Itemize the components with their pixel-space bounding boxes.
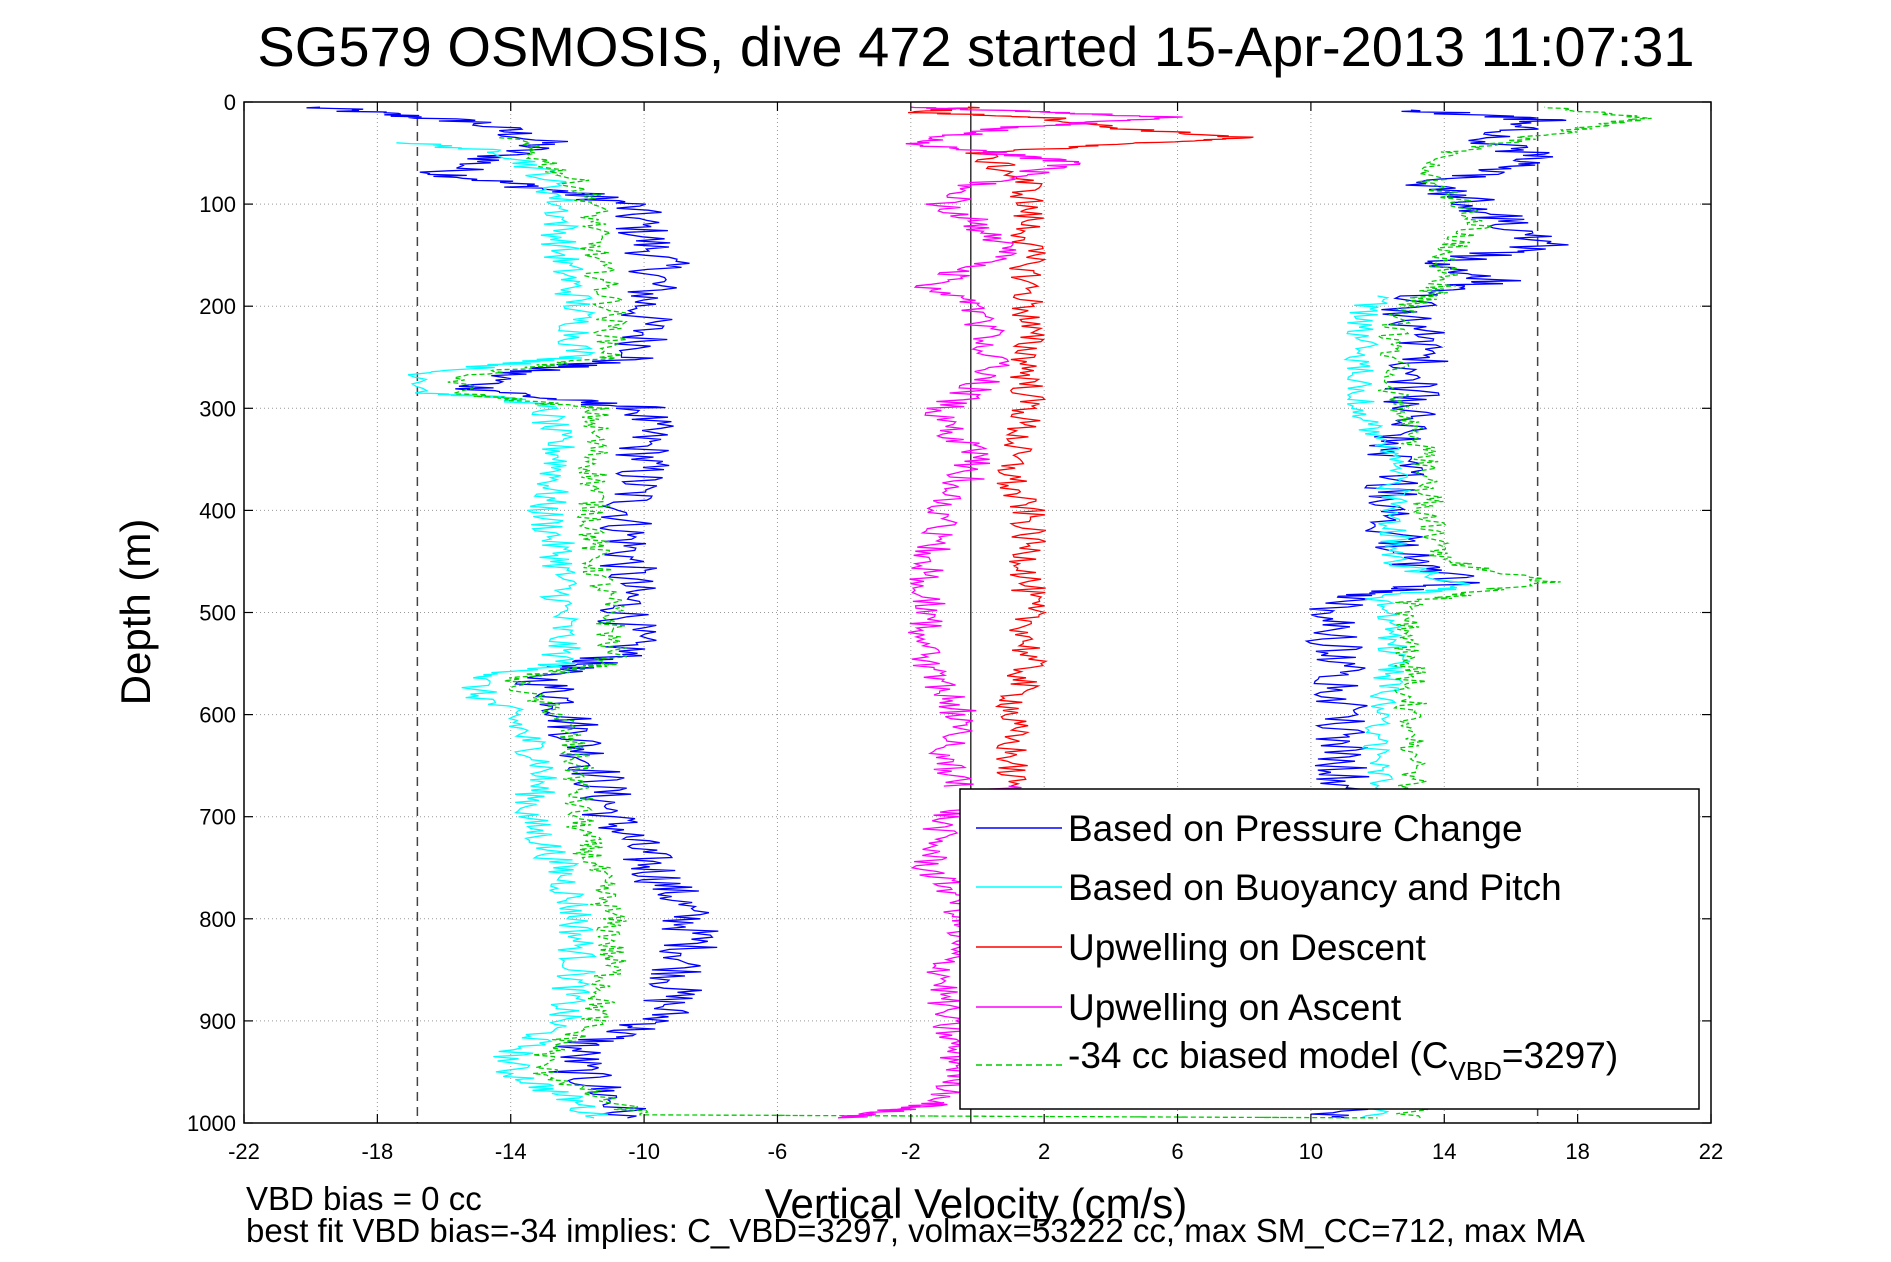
legend-label-buoyancy: Based on Buoyancy and Pitch <box>1068 867 1562 908</box>
series-line <box>908 106 1254 787</box>
y-tick-label: 200 <box>199 294 236 319</box>
legend-label-upwelling-descent: Upwelling on Descent <box>1068 927 1427 968</box>
x-tick-label: 14 <box>1432 1139 1456 1164</box>
x-tick-label: -2 <box>901 1139 921 1164</box>
legend-item-upwelling-ascent: Upwelling on Ascent <box>976 987 1402 1028</box>
legend-label-upwelling-ascent: Upwelling on Ascent <box>1068 987 1402 1028</box>
footer-line-1: VBD bias = 0 cc <box>246 1180 482 1217</box>
x-tick-label: -18 <box>361 1139 393 1164</box>
series-layer <box>306 106 1652 1119</box>
legend-item-pressure: Based on Pressure Change <box>976 808 1523 849</box>
chart-title: SG579 OSMOSIS, dive 472 started 15-Apr-2… <box>257 15 1694 78</box>
x-tick-label: 6 <box>1171 1139 1183 1164</box>
series-line <box>447 137 1378 1119</box>
legend-box <box>959 788 1700 1110</box>
x-tick-label: -10 <box>628 1139 660 1164</box>
y-tick-label: 800 <box>199 907 236 932</box>
series-line <box>837 785 1022 1119</box>
y-tick-label: 600 <box>199 703 236 728</box>
legend-label-biased-model: -34 cc biased model (CVBD=3297) <box>1068 1035 1618 1086</box>
legend-label-pressure: Based on Pressure Change <box>1068 808 1523 849</box>
y-tick-label: 400 <box>199 498 236 523</box>
x-tick-label: -22 <box>228 1139 260 1164</box>
x-tick-label: -6 <box>768 1139 788 1164</box>
y-tick-label: 300 <box>199 396 236 421</box>
legend-item-buoyancy: Based on Buoyancy and Pitch <box>976 867 1562 908</box>
grid <box>244 102 1711 1123</box>
y-tick-label: 0 <box>224 90 236 115</box>
x-tick-label: -14 <box>495 1139 527 1164</box>
footer-line-2: best fit VBD bias=-34 implies: C_VBD=329… <box>246 1212 1585 1249</box>
series-line <box>905 106 1183 787</box>
x-tick-label: 10 <box>1299 1139 1323 1164</box>
legend-item-upwelling-descent: Upwelling on Descent <box>976 927 1427 968</box>
y-tick-label: 500 <box>199 601 236 626</box>
x-tick-label: 18 <box>1565 1139 1589 1164</box>
y-tick-label: 1000 <box>187 1111 236 1136</box>
x-tick-label: 2 <box>1038 1139 1050 1164</box>
y-tick-label: 700 <box>199 805 236 830</box>
axis-ticks: -22 -18 -14 -10 -6 -2 2 6 10 14 18 2201002003004005… <box>187 90 1723 1164</box>
legend-item-biased-model: -34 cc biased model (CVBD=3297) <box>976 1035 1618 1086</box>
y-tick-label: 900 <box>199 1009 236 1034</box>
series-line <box>396 142 609 1119</box>
legend: Based on Pressure Change Based on Buoyan… <box>959 788 1700 1110</box>
x-axis-label: Vertical Velocity (cm/s) <box>765 1180 1187 1227</box>
y-tick-label: 100 <box>199 192 236 217</box>
y-axis-label: Depth (m) <box>112 519 159 706</box>
series-line <box>1376 106 1652 1119</box>
x-tick-label: 22 <box>1699 1139 1723 1164</box>
legend-label-subscript: VBD <box>1448 1056 1501 1086</box>
legend-label-suffix: =3297) <box>1502 1035 1618 1076</box>
series-line <box>306 106 719 1119</box>
legend-label-prefix: -34 cc biased model (C <box>1068 1035 1448 1076</box>
